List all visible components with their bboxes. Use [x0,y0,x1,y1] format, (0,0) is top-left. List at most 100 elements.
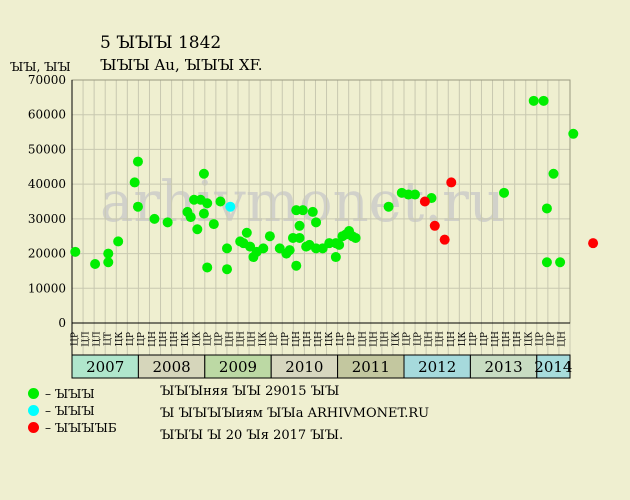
data-point [202,262,213,273]
data-point [294,232,305,243]
info-source: Ꙑ ꙐꙐꙐꙐиям ꙐꙐа ARHIVMONET.RU [160,406,430,421]
y-tick-label: 30000 [28,212,66,226]
y-tick-label: 50000 [28,142,66,156]
data-point [350,232,361,243]
data-point [215,196,226,207]
month-label: ЦР [414,332,424,346]
data-point [294,220,305,231]
legend-dot [28,422,39,433]
month-label: ЦК [458,332,468,347]
data-point [588,238,599,249]
data-point [258,243,269,254]
month-label: ЦК [259,332,269,347]
info-date: ꙐꙐꙐ Ꙑ 20 Ꙑя 2017 ꙐꙐ. [160,428,344,443]
data-point [185,212,196,223]
month-label: ЦР [281,332,291,346]
data-point [439,234,450,245]
data-point [222,264,233,275]
data-point [334,239,345,250]
y-tick-label: 70000 [28,73,66,87]
y-tick-label: 40000 [28,177,66,191]
y-tick-label: 20000 [28,247,66,261]
month-label: ЦР [336,332,346,346]
month-label: ЦР [270,332,280,346]
year-label: 2014 [534,358,572,376]
data-point [241,227,252,238]
data-point [103,248,114,259]
info-average: ꙐꙐꙐняя ꙐꙐ 29015 ꙐꙐ [160,384,340,399]
month-label: ЦР [535,332,545,346]
month-label: ЦН [148,331,158,347]
month-label: ЦК [181,332,191,347]
data-point [129,177,140,188]
data-point [429,220,440,231]
y-tick-label: 60000 [28,108,66,122]
month-label: ЦТ [104,332,114,346]
data-point [225,201,236,212]
y-tick-label: 10000 [28,281,66,295]
data-point [409,189,420,200]
data-point [90,258,101,269]
month-label: ЦЛ [82,331,92,347]
legend-item: – ꙐꙐꙐꙐБ [28,419,117,436]
month-label: ЦР [347,332,357,346]
month-label: ЦР [480,332,490,346]
data-point [568,128,579,139]
month-label: ЦН [513,331,523,347]
data-point [103,257,114,268]
month-label: ЦН [491,331,501,347]
y-axis-label: ꙐꙐ, ꙐꙐ [10,60,71,74]
year-label: 2008 [153,358,191,376]
month-label: ЦН [170,331,180,347]
data-point [132,201,143,212]
month-label: ЦН [159,331,169,347]
month-label: ЦН [557,331,567,347]
month-label: ЦК [391,332,401,347]
month-label: ЦК [524,332,534,347]
data-point [198,168,209,179]
data-point [291,260,302,271]
legend-item: – ꙐꙐꙐ [28,402,117,419]
data-point [198,208,209,219]
data-point [541,203,552,214]
month-label: ЦР [403,332,413,346]
year-label: 2009 [219,358,257,376]
y-tick-label: 0 [58,316,66,330]
month-label: ЦН [380,331,390,347]
legend-label: – ꙐꙐꙐꙐБ [45,420,117,435]
legend-label: – ꙐꙐꙐ [45,403,95,418]
data-point [222,243,233,254]
data-point [528,95,539,106]
chart-subtitle: ꙐꙐꙐ Au, ꙐꙐꙐ XF. [100,56,263,74]
data-point [548,168,559,179]
month-label: ЦР [469,332,479,346]
data-point [202,198,213,209]
month-label: ЦН [237,331,247,347]
month-label: ЦР [71,332,81,346]
chart-title: 5 ꙐꙐꙐ 1842 [100,33,222,53]
year-band [536,354,571,379]
legend-label: – ꙐꙐꙐ [45,386,95,401]
data-point [446,177,457,188]
data-point [208,219,219,230]
month-label: ЦК [325,332,335,347]
year-label: 2011 [352,358,390,376]
month-label: ЦН [358,331,368,347]
month-label: ЦН [225,331,235,347]
data-point [555,257,566,268]
month-label: ЦР [214,332,224,346]
month-label: ЦН [314,331,324,347]
month-label: ЦР [203,332,213,346]
year-label: 2012 [418,358,456,376]
month-label: ЦР [137,332,147,346]
data-point [499,187,510,198]
month-label: ЦР [126,332,136,346]
data-point [541,257,552,268]
month-label: ЦК [115,332,125,347]
data-point [264,231,275,242]
month-label: ЦЛ [93,331,103,347]
legend-dot [28,405,39,416]
legend-item: – ꙐꙐꙐ [28,385,117,402]
data-point [297,205,308,216]
